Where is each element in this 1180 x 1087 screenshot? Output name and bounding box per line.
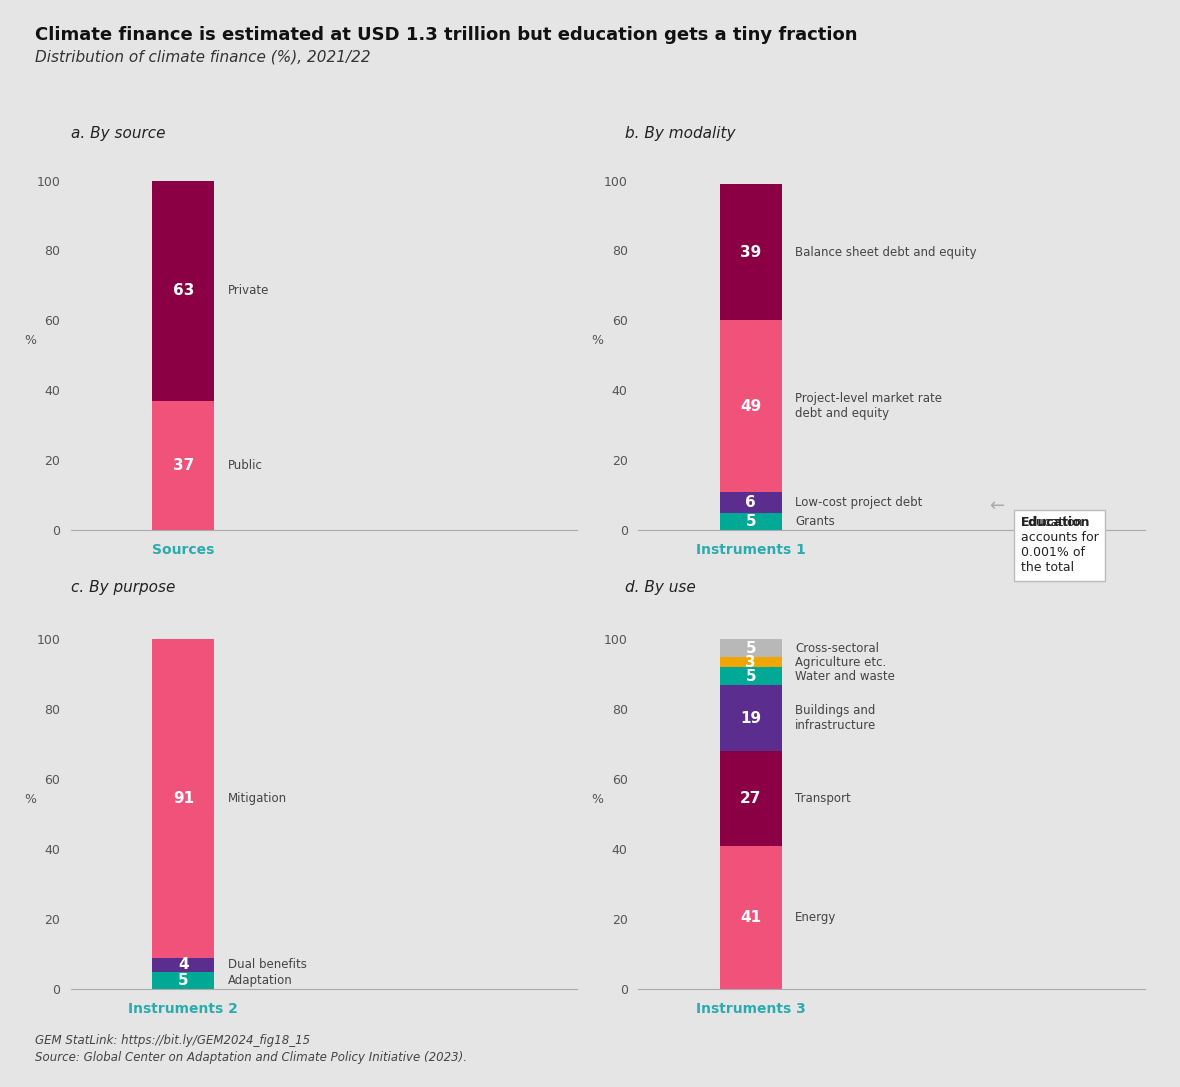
Text: Balance sheet debt and equity: Balance sheet debt and equity	[795, 246, 977, 259]
Bar	[152, 180, 215, 401]
Text: 41: 41	[740, 910, 761, 925]
Text: Grants: Grants	[795, 515, 835, 528]
Text: a. By source: a. By source	[71, 126, 165, 141]
Bar	[720, 491, 781, 513]
Text: Dual benefits: Dual benefits	[228, 959, 307, 971]
Bar	[152, 401, 215, 530]
Text: 91: 91	[172, 791, 194, 807]
Text: Energy: Energy	[795, 911, 837, 924]
Text: 37: 37	[172, 458, 194, 473]
Text: Transport: Transport	[795, 792, 851, 805]
Text: Public: Public	[228, 459, 263, 472]
Text: Buildings and
infrastructure: Buildings and infrastructure	[795, 704, 877, 733]
Text: 39: 39	[740, 245, 761, 260]
Text: ←: ←	[990, 497, 1004, 514]
Text: Agriculture etc.: Agriculture etc.	[795, 655, 886, 669]
Text: Climate finance is estimated at USD 1.3 trillion but education gets a tiny fract: Climate finance is estimated at USD 1.3 …	[35, 26, 858, 45]
Text: Source: Global Center on Adaptation and Climate Policy Initiative (2023).: Source: Global Center on Adaptation and …	[35, 1051, 467, 1064]
Bar	[720, 657, 781, 667]
Bar	[720, 184, 781, 321]
Text: 5: 5	[746, 669, 756, 684]
Bar	[720, 513, 781, 530]
Text: 5: 5	[746, 640, 756, 655]
Bar	[720, 685, 781, 751]
Text: 6: 6	[746, 495, 756, 510]
Text: Education: Education	[1021, 516, 1090, 529]
Y-axis label: %: %	[591, 334, 603, 347]
Text: Education
accounts for
0.001% of
the total: Education accounts for 0.001% of the tot…	[1021, 516, 1099, 574]
Text: 27: 27	[740, 791, 761, 807]
Bar	[720, 751, 781, 846]
Text: Adaptation: Adaptation	[228, 974, 293, 987]
Text: Low-cost project debt: Low-cost project debt	[795, 496, 923, 509]
Bar	[720, 321, 781, 491]
Text: 49: 49	[740, 399, 761, 413]
Text: Mitigation: Mitigation	[228, 792, 287, 805]
Text: 19: 19	[740, 711, 761, 726]
Text: Water and waste: Water and waste	[795, 670, 894, 683]
Y-axis label: %: %	[25, 334, 37, 347]
Text: 3: 3	[746, 654, 756, 670]
Text: Cross-sectoral: Cross-sectoral	[795, 641, 879, 654]
Y-axis label: %: %	[25, 792, 37, 805]
Text: d. By use: d. By use	[625, 580, 696, 596]
Bar	[720, 846, 781, 989]
Bar	[720, 639, 781, 657]
Text: Private: Private	[228, 284, 269, 297]
Bar	[152, 958, 215, 972]
Text: c. By purpose: c. By purpose	[71, 580, 175, 596]
Bar	[152, 972, 215, 989]
Y-axis label: %: %	[591, 792, 603, 805]
Text: 5: 5	[746, 514, 756, 529]
Text: 5: 5	[178, 973, 189, 988]
Text: 4: 4	[178, 958, 189, 972]
Text: Project-level market rate
debt and equity: Project-level market rate debt and equit…	[795, 392, 942, 420]
Bar	[720, 667, 781, 685]
Text: b. By modality: b. By modality	[625, 126, 736, 141]
Text: GEM StatLink: https://bit.ly/GEM2024_fig18_15: GEM StatLink: https://bit.ly/GEM2024_fig…	[35, 1034, 310, 1047]
Text: Distribution of climate finance (%), 2021/22: Distribution of climate finance (%), 202…	[35, 50, 371, 65]
Text: 63: 63	[172, 284, 194, 298]
Bar	[152, 639, 215, 958]
